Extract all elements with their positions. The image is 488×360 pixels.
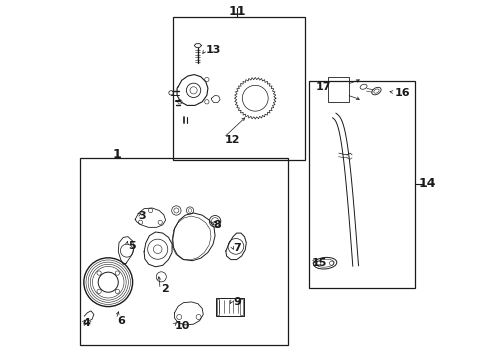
Text: 8: 8 xyxy=(212,220,220,230)
Text: 10: 10 xyxy=(174,321,189,331)
Text: 12: 12 xyxy=(224,135,240,145)
Bar xyxy=(80,158,287,345)
Text: 15: 15 xyxy=(311,258,326,268)
Text: 17: 17 xyxy=(315,82,330,93)
Bar xyxy=(215,298,244,316)
Text: 16: 16 xyxy=(394,88,409,98)
Text: 9: 9 xyxy=(233,297,241,307)
Circle shape xyxy=(168,91,173,95)
Bar xyxy=(308,81,414,288)
Text: 6: 6 xyxy=(117,316,125,325)
Text: 11: 11 xyxy=(228,5,245,18)
Text: 2: 2 xyxy=(161,284,169,294)
Bar xyxy=(216,299,219,315)
Bar xyxy=(240,299,243,315)
Bar xyxy=(327,77,348,102)
Text: 3: 3 xyxy=(139,211,146,221)
Text: 7: 7 xyxy=(233,243,240,253)
Text: 1: 1 xyxy=(113,148,122,161)
Text: 13: 13 xyxy=(205,45,221,55)
Text: 5: 5 xyxy=(128,241,135,251)
Text: 4: 4 xyxy=(82,319,90,328)
Bar xyxy=(172,17,305,160)
Text: 14: 14 xyxy=(418,177,435,190)
